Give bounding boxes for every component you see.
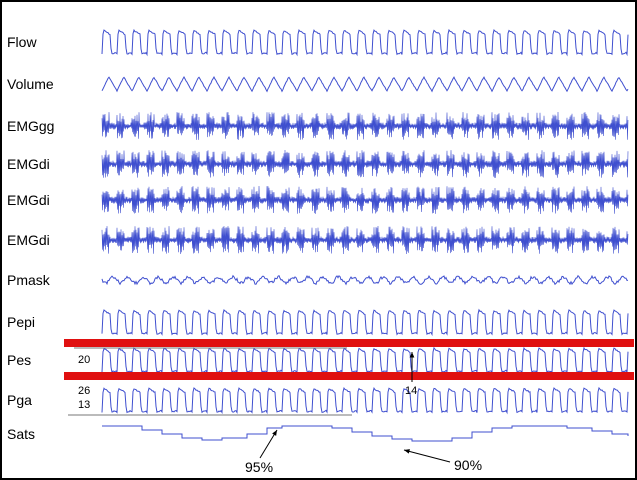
channel-label-emggg-2: EMGgg bbox=[7, 118, 54, 134]
annotations: 20 26 13 14 95% 90% bbox=[64, 339, 634, 475]
scale-label-26: 26 bbox=[78, 385, 90, 397]
channel-labels: Flow Volume EMGgg EMGdi EMGdi EMGdi Pmask Pepi P… bbox=[7, 34, 54, 442]
scale-label-13: 13 bbox=[78, 399, 90, 411]
trace-volume-1 bbox=[101, 75, 629, 93]
channel-label-sats-10: Sats bbox=[7, 426, 35, 442]
channel-label-emgdi-5: EMGdi bbox=[7, 232, 50, 248]
annotation-label-14: 14 bbox=[405, 385, 417, 397]
trace-pepi-7 bbox=[101, 308, 629, 337]
channel-label-flow-0: Flow bbox=[7, 34, 37, 50]
annotation-label-90-: 90% bbox=[454, 457, 482, 473]
channel-label-pes-8: Pes bbox=[7, 352, 31, 368]
trace-emggg-2 bbox=[101, 111, 629, 140]
trace-sats-10 bbox=[102, 425, 629, 442]
channel-label-pga-9: Pga bbox=[7, 392, 32, 408]
trace-emgdi-3 bbox=[101, 149, 629, 178]
annotation-arrow-14 bbox=[409, 352, 415, 382]
trace-flow-0 bbox=[101, 28, 629, 57]
signal-traces bbox=[101, 28, 629, 442]
trace-pmask-6 bbox=[101, 274, 629, 286]
channel-label-emgdi-3: EMGdi bbox=[7, 156, 50, 172]
annotation-label-95-: 95% bbox=[245, 459, 273, 475]
trace-emgdi-5 bbox=[101, 225, 629, 255]
trace-pga-9 bbox=[101, 386, 629, 415]
annotation-arrow-95- bbox=[259, 429, 278, 459]
trace-emgdi-4 bbox=[101, 185, 629, 215]
highlight-bar-top bbox=[64, 339, 634, 347]
channel-label-volume-1: Volume bbox=[7, 76, 54, 92]
highlight-bar-bottom bbox=[64, 372, 634, 380]
annotation-arrow-90- bbox=[403, 449, 451, 463]
channel-label-pepi-7: Pepi bbox=[7, 314, 35, 330]
scale-label-20: 20 bbox=[78, 354, 90, 366]
trace-pes-8 bbox=[101, 346, 629, 375]
channel-label-pmask-6: Pmask bbox=[7, 272, 51, 288]
channel-label-emgdi-4: EMGdi bbox=[7, 192, 50, 208]
